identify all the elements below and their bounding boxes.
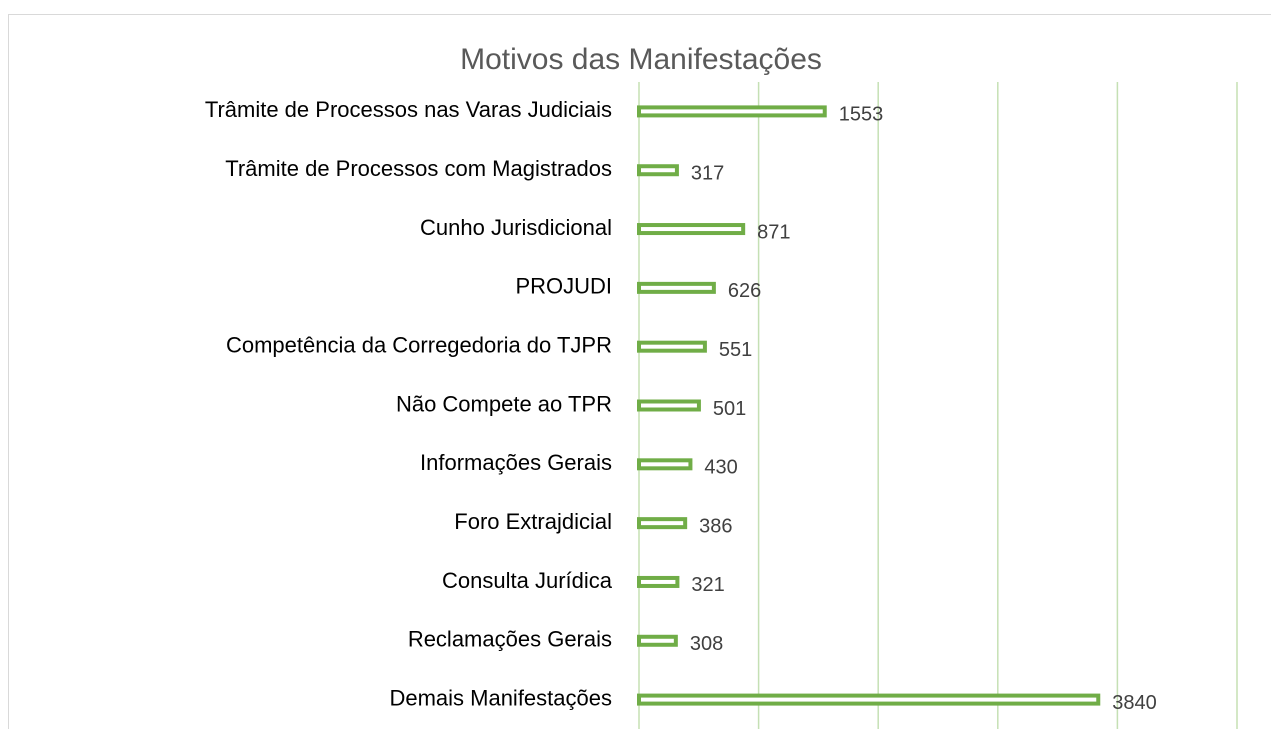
y-tick-label: Demais Manifestações [389,685,612,710]
data-label: 871 [757,221,790,243]
data-label: 1553 [839,104,884,126]
bar [637,517,688,530]
data-label: 430 [704,457,737,479]
data-label: 317 [691,163,724,185]
bar [637,340,707,353]
data-label: 551 [719,339,752,361]
bar [637,634,678,647]
chart-title: Motivos das Manifestações [460,43,822,76]
bar [637,164,679,177]
y-tick-label: Trâmite de Processos nas Varas Judiciais [205,97,612,122]
y-tick-label: PROJUDI [515,274,612,299]
data-label: 386 [699,515,732,537]
y-tick-label: Consulta Jurídica [442,568,613,593]
data-label: 3840 [1112,692,1157,714]
bar [637,223,746,236]
bar [637,105,827,118]
y-tick-label: Competência da Corregedoria do TJPR [226,332,612,357]
y-tick-label: Foro Extrajdicial [454,509,612,534]
data-label: 308 [690,633,723,655]
chart-frame [8,14,1271,729]
data-label: 501 [713,398,746,420]
bar [637,281,716,294]
y-tick-label: Trâmite de Processos com Magistrados [225,156,612,181]
bar [637,399,701,412]
bar [637,458,693,471]
bar [637,693,1101,706]
y-tick-label: Informações Gerais [420,450,612,475]
data-label: 626 [728,280,761,302]
bar [637,575,680,588]
y-tick-label: Reclamações Gerais [408,627,612,652]
data-label: 321 [691,574,724,596]
y-tick-label: Não Compete ao TPR [396,391,612,416]
y-tick-label: Cunho Jurisdicional [420,215,612,240]
